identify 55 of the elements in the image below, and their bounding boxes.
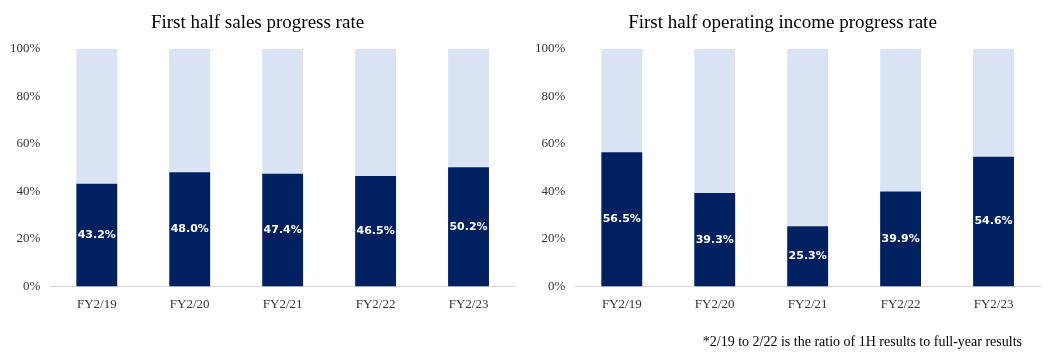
y-tick-label: 100% xyxy=(9,40,41,56)
bar xyxy=(787,48,829,227)
data-label: 39.3% xyxy=(695,232,734,246)
bar xyxy=(76,48,118,184)
y-tick-label: 20% xyxy=(16,230,41,246)
data-label: 46.5% xyxy=(356,224,395,238)
y-tick-label: 40% xyxy=(541,182,566,198)
x-tick-label: FY2/19 xyxy=(601,295,642,311)
bar xyxy=(601,152,643,287)
data-label: 39.9% xyxy=(881,231,920,245)
y-tick-label: 60% xyxy=(541,135,566,151)
bar xyxy=(973,48,1014,157)
x-tick-label: FY2/20 xyxy=(169,295,210,311)
x-tick-label: FY2/23 xyxy=(973,295,1014,311)
bar xyxy=(262,48,304,174)
bar xyxy=(169,48,211,173)
x-tick-label: FY2/19 xyxy=(76,295,117,311)
bar xyxy=(76,183,118,287)
bar xyxy=(448,167,489,287)
y-tick-label: 20% xyxy=(541,230,566,246)
bar xyxy=(448,48,489,168)
bar xyxy=(880,191,922,287)
bar xyxy=(973,156,1014,287)
y-tick-label: 0% xyxy=(547,277,566,293)
data-label: 50.2% xyxy=(449,219,488,233)
bar xyxy=(787,226,829,287)
data-label: 47.4% xyxy=(263,222,302,236)
y-tick-label: 60% xyxy=(16,135,41,151)
y-tick-label: 0% xyxy=(22,277,41,293)
bar xyxy=(694,48,736,194)
chart-title: First half sales progress rate xyxy=(150,11,365,33)
x-tick-label: FY2/22 xyxy=(880,295,921,311)
data-label: 43.2% xyxy=(77,227,116,241)
data-label: 54.6% xyxy=(974,214,1013,228)
y-tick-label: 80% xyxy=(16,87,41,103)
bar xyxy=(355,175,397,287)
x-tick-label: FY2/21 xyxy=(262,295,303,311)
x-tick-label: FY2/23 xyxy=(448,295,489,311)
data-label: 48.0% xyxy=(170,222,209,236)
data-label: 25.3% xyxy=(788,249,827,263)
x-tick-label: FY2/21 xyxy=(787,295,828,311)
y-tick-label: 80% xyxy=(541,87,566,103)
x-tick-label: FY2/20 xyxy=(694,295,735,311)
bar xyxy=(355,48,397,176)
chart-title: First half operating income progress rate xyxy=(628,11,937,33)
bar xyxy=(694,193,736,287)
x-tick-label: FY2/22 xyxy=(355,295,396,311)
bar xyxy=(880,48,922,192)
data-label: 56.5% xyxy=(602,212,641,226)
bar xyxy=(262,173,304,287)
bar xyxy=(169,172,211,287)
text: *2/19 to 2/22 is the ratio of 1H results to full-year results xyxy=(702,334,1022,350)
bar xyxy=(601,48,643,153)
y-tick-label: 40% xyxy=(16,182,41,198)
y-tick-label: 100% xyxy=(534,40,566,56)
